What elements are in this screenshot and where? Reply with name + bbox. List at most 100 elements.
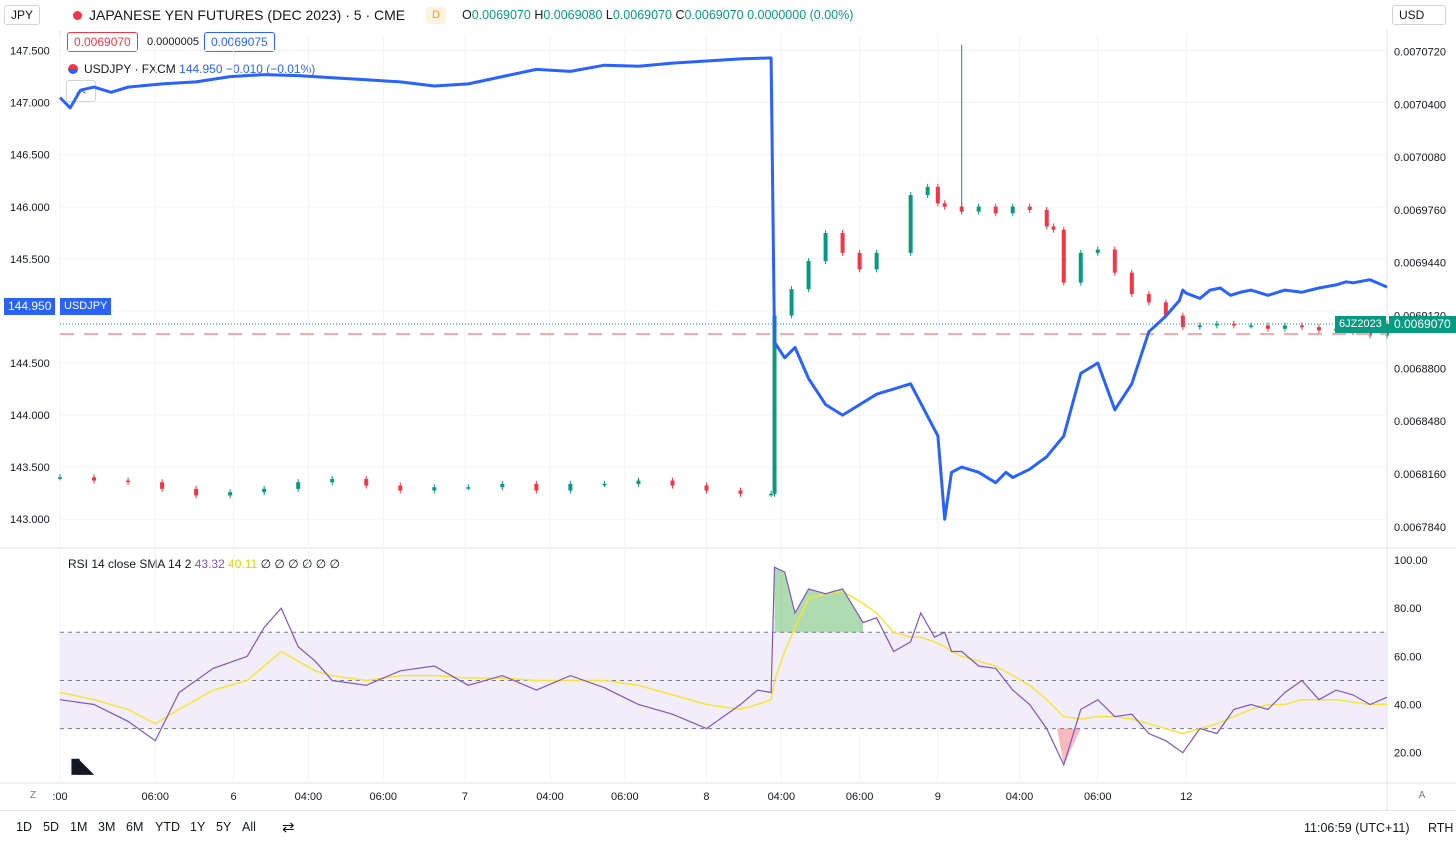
spread-value: 0.0000005 bbox=[147, 36, 199, 48]
candle-body bbox=[330, 478, 335, 483]
ohlc-change: 0.0000000 (0.00%) bbox=[747, 8, 854, 22]
candle-body bbox=[1095, 249, 1100, 253]
right-axis-tick: 0.0069760 bbox=[1394, 205, 1446, 217]
currency-left-label: JPY bbox=[11, 8, 34, 22]
right-axis-tick: 0.0070720 bbox=[1394, 47, 1446, 59]
ask-button[interactable]: 0.0069075 bbox=[204, 32, 275, 52]
time-axis-tick: 04:00 bbox=[768, 791, 796, 803]
rsi-series bbox=[59, 566, 1388, 767]
time-axis-tick: 6 bbox=[230, 791, 236, 803]
usdjpy-flag-icon bbox=[68, 64, 78, 74]
candle-body bbox=[874, 252, 879, 270]
time-axis-tick: 06:00 bbox=[1084, 791, 1112, 803]
usdjpy-line bbox=[58, 56, 1388, 521]
candle-body bbox=[92, 477, 97, 481]
time-axis-tick: :00 bbox=[52, 791, 67, 803]
d-badge[interactable]: D bbox=[426, 7, 446, 24]
rsi-sma-line bbox=[59, 590, 1388, 735]
timeframe-5y[interactable]: 5Y bbox=[216, 820, 232, 834]
candle-body bbox=[126, 480, 131, 483]
candle-body bbox=[1316, 327, 1321, 331]
timeframe-ytd[interactable]: YTD bbox=[155, 820, 180, 834]
candle-body bbox=[935, 186, 940, 204]
right-axis-tick: 0.0068480 bbox=[1394, 416, 1446, 428]
right-axis-tick: 0.0070080 bbox=[1394, 152, 1446, 164]
candle-body bbox=[738, 490, 743, 494]
candle-body bbox=[228, 492, 233, 496]
ohlc-close: 0.0069070 bbox=[684, 8, 744, 22]
rsi-line bbox=[59, 566, 1388, 767]
candle-body bbox=[262, 488, 267, 493]
date-range-icon[interactable]: ⇄ bbox=[282, 819, 295, 836]
candle-body bbox=[942, 203, 947, 207]
candle-body bbox=[772, 315, 777, 494]
time-axis-tick: 12 bbox=[1180, 791, 1192, 803]
time-axis-tick: 06:00 bbox=[369, 791, 397, 803]
right-axis-tick: 0.0069440 bbox=[1394, 258, 1446, 270]
timeframe-1d[interactable]: 1D bbox=[16, 820, 32, 834]
candle-body bbox=[1051, 226, 1056, 230]
usdjpy-legend-value: 144.950 bbox=[179, 62, 223, 76]
currency-left-box[interactable]: JPY bbox=[4, 5, 41, 25]
candle-body bbox=[908, 195, 913, 253]
candle-body bbox=[670, 480, 675, 486]
candle-body bbox=[636, 480, 641, 484]
left-axis-tick: 144.000 bbox=[10, 410, 50, 422]
candle-body bbox=[160, 482, 165, 489]
symbol-title[interactable]: JAPANESE YEN FUTURES (DEC 2023) · 5 · CM… bbox=[89, 7, 406, 23]
candle-body bbox=[1163, 302, 1168, 316]
ohlc-high: 0.0069080 bbox=[543, 8, 603, 22]
candle-body bbox=[1248, 325, 1253, 327]
candle-body bbox=[925, 186, 930, 196]
market-status-dot bbox=[73, 11, 82, 20]
fut-name-badge: 6JZ2023 bbox=[1335, 316, 1386, 333]
candle-body bbox=[1231, 323, 1236, 326]
auto-scale-button[interactable]: A bbox=[1418, 790, 1426, 801]
timeframe-5d[interactable]: 5D bbox=[43, 820, 59, 834]
timeframe-all[interactable]: All bbox=[242, 820, 256, 834]
rsi-legend[interactable]: RSI 14 close SMA 14 2 43.32 40.11 ∅ ∅ ∅ … bbox=[68, 557, 340, 571]
usdjpy-name-badge: USDJPY bbox=[60, 298, 112, 315]
usdjpy-legend-symbol: USDJPY · FXCM bbox=[84, 62, 176, 76]
z-button[interactable]: Z bbox=[29, 790, 37, 801]
candle-body bbox=[568, 483, 573, 491]
candle-body bbox=[1061, 229, 1066, 283]
left-axis-tick: 147.500 bbox=[10, 46, 50, 58]
usdjpy-legend[interactable]: USDJPY · FXCM 144.950 −0.010 (−0.01%) bbox=[84, 62, 315, 76]
candle-body bbox=[1265, 325, 1270, 329]
tradingview-logo-icon: ▮◣ bbox=[70, 755, 93, 777]
candle-body bbox=[1197, 325, 1202, 328]
candle-body bbox=[602, 483, 607, 486]
candle-body bbox=[1146, 294, 1151, 303]
candle-body bbox=[1044, 209, 1049, 227]
candle-body bbox=[806, 261, 811, 290]
time-axis: :00 06:00 6 04:00 06:00 7 04:00 06:00 8 04:00 06:0… bbox=[52, 791, 1192, 803]
candle-body bbox=[1010, 206, 1015, 214]
rsi-band-fill bbox=[60, 632, 1387, 729]
candle-body bbox=[466, 487, 471, 489]
timeframe-1y[interactable]: 1Y bbox=[190, 820, 206, 834]
rsi-legend-tail: ∅ ∅ ∅ ∅ ∅ ∅ bbox=[260, 557, 340, 571]
timeframe-6m[interactable]: 6M bbox=[126, 820, 144, 834]
candle-body bbox=[432, 487, 437, 491]
bid-button[interactable]: 0.0069070 bbox=[67, 32, 138, 52]
time-axis-tick: 8 bbox=[703, 791, 709, 803]
candle-body bbox=[1180, 315, 1185, 328]
rsi-axis-tick: 60.00 bbox=[1394, 651, 1422, 663]
usdjpy-line-series bbox=[58, 56, 1388, 521]
time-axis-tick: 06:00 bbox=[142, 791, 170, 803]
rsi-axis-tick: 80.00 bbox=[1394, 603, 1422, 615]
clock-readout[interactable]: 11:06:59 (UTC+11) bbox=[1304, 821, 1410, 835]
rsi-axis-tick: 40.00 bbox=[1394, 700, 1422, 712]
candle-body bbox=[398, 485, 403, 491]
currency-right-box[interactable]: USD bbox=[1392, 5, 1446, 25]
candle-body bbox=[364, 478, 369, 486]
right-axis-tick: 0.0070400 bbox=[1394, 99, 1446, 111]
rsi-sma-legend-value: 40.11 bbox=[228, 557, 258, 571]
right-axis-tick: 0.0067840 bbox=[1394, 522, 1446, 534]
session-toggle[interactable]: RTH bbox=[1428, 821, 1454, 835]
timeframe-1m[interactable]: 1M bbox=[70, 820, 88, 834]
left-axis-tick: 147.000 bbox=[10, 98, 50, 110]
timeframe-3m[interactable]: 3M bbox=[98, 820, 116, 834]
